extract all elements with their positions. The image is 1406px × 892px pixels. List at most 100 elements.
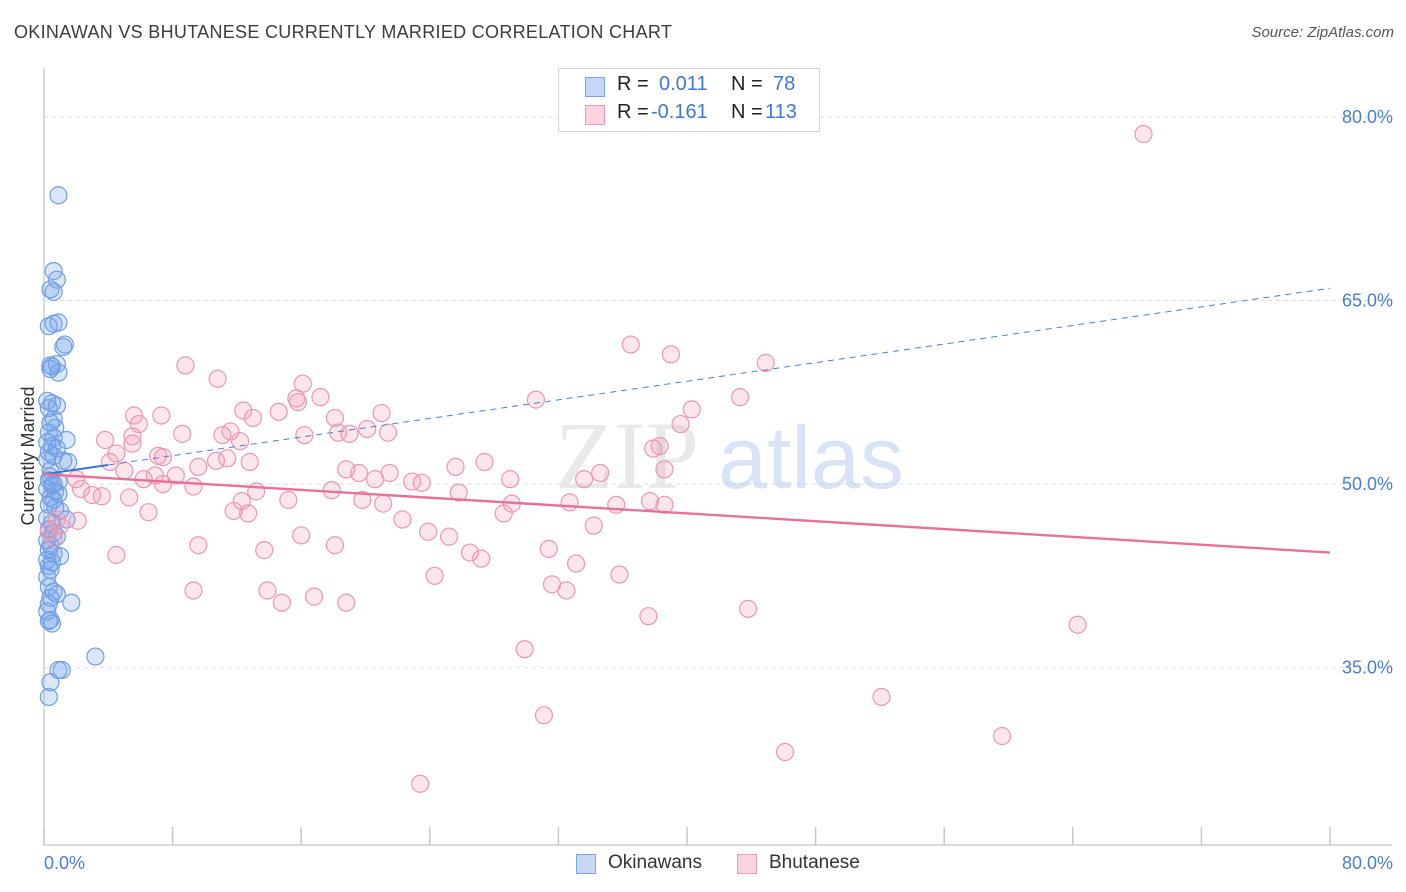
bottom-legend-swatch-okinawans [576, 854, 596, 874]
bhutanese-point [272, 593, 292, 612]
bhutanese-point [378, 423, 398, 442]
bhutanese-point [366, 470, 385, 489]
bhutanese-point [560, 493, 579, 512]
watermark-atlas: atlas [718, 408, 904, 507]
bhutanese-point [224, 501, 243, 521]
bhutanese-point [756, 353, 775, 372]
bhutanese-point [992, 726, 1012, 746]
bhutanese-point [311, 388, 330, 407]
okinawan-point [42, 394, 62, 413]
bhutanese-point [534, 706, 554, 725]
bhutanese-point [655, 460, 674, 479]
bhutanese-point [153, 448, 173, 467]
bhutanese-point [403, 472, 422, 491]
bhutanese-point [591, 463, 610, 483]
okinawan-point [39, 611, 58, 631]
bhutanese-point [610, 565, 629, 584]
bhutanese-point [184, 581, 203, 600]
bhutanese-point [584, 516, 603, 535]
bhutanese-point [425, 566, 444, 585]
bhutanese-point [393, 510, 412, 529]
legend-n-label: N = [731, 101, 763, 123]
bhutanese-point [173, 424, 192, 443]
bhutanese-point [566, 554, 586, 573]
okinawan-point [38, 391, 57, 410]
bhutanese-point [292, 526, 311, 545]
bhutanese-point [411, 774, 430, 793]
okinawan-point [41, 461, 60, 480]
okinawan-point [41, 359, 60, 379]
chart-title: OKINAWAN VS BHUTANESE CURRENTLY MARRIED … [14, 22, 673, 42]
bhutanese-point [621, 335, 640, 354]
bhutanese-point [539, 539, 558, 558]
bhutanese-point [639, 607, 658, 626]
bhutanese-trend-line [43, 473, 1331, 554]
bhutanese-point [39, 522, 58, 541]
bhutanese-point [439, 527, 459, 546]
bhutanese-point [557, 581, 576, 600]
bhutanese-point [730, 388, 750, 407]
okinawan-point [42, 614, 62, 633]
bhutanese-point [83, 485, 102, 505]
bhutanese-point [68, 511, 87, 530]
bhutanese-point [460, 543, 480, 562]
bhutanese-point [189, 536, 208, 555]
bhutanese-point [419, 522, 438, 541]
bhutanese-point [775, 742, 795, 762]
okinawan-point [54, 337, 73, 357]
bhutanese-point [295, 425, 314, 445]
bottom-legend-label-okinawans: Okinawans [608, 852, 702, 873]
bhutanese-point [243, 408, 263, 428]
bhutanese-point [92, 487, 111, 506]
bhutanese-point [247, 482, 266, 501]
bhutanese-point [189, 457, 208, 477]
y-axis-title: Currently Married [18, 386, 38, 525]
bhutanese-point [340, 424, 359, 443]
bhutanese-point [337, 593, 356, 612]
bhutanese-point [240, 452, 259, 472]
bhutanese-point [115, 461, 134, 480]
y-tick-label: 80.0% [1342, 107, 1393, 127]
bhutanese-point [123, 427, 142, 446]
bhutanese-point [661, 345, 681, 364]
bhutanese-point [107, 545, 126, 565]
okinawan-point [39, 399, 58, 418]
okinawan-point [49, 186, 68, 205]
bhutanese-point [501, 470, 520, 489]
bhutanese-point [304, 587, 324, 606]
legend-n-label: N = [731, 73, 763, 95]
okinawan-point [62, 593, 81, 612]
source-label: Source: ZipAtlas.com [1251, 24, 1394, 41]
bhutanese-point [152, 406, 171, 425]
bhutanese-point [124, 406, 144, 425]
legend-n-value: 78 [773, 73, 796, 95]
okinawan-point [41, 280, 60, 299]
okinawan-point [38, 450, 57, 469]
okinawan-trend-solid [43, 463, 109, 476]
watermark-zip: ZIP [555, 402, 699, 509]
legend-r-label: R = [617, 73, 649, 95]
legend-r-label: R = [617, 101, 649, 123]
bhutanese-point [682, 400, 701, 419]
y-tick-label: 65.0% [1342, 290, 1393, 310]
bhutanese-point [288, 392, 308, 412]
okinawan-point [41, 488, 60, 507]
okinawan-point [44, 282, 63, 302]
bhutanese-point [607, 495, 626, 514]
bhutanese-point [139, 503, 158, 522]
legend-r-value: 0.011 [659, 73, 708, 95]
bhutanese-point [738, 599, 758, 618]
x-tick-label: 80.0% [1342, 853, 1393, 873]
bottom-legend-label-bhutanese: Bhutanese [769, 852, 860, 873]
bhutanese-point [449, 483, 468, 502]
bhutanese-point [1134, 124, 1153, 144]
bhutanese-point [640, 492, 660, 511]
legend-swatch-okinawans [585, 77, 605, 97]
okinawan-point [41, 588, 60, 607]
bhutanese-point [575, 470, 594, 489]
bhutanese-point [176, 356, 195, 375]
bhutanese-point [44, 528, 63, 547]
bhutanese-point [325, 536, 345, 555]
okinawan-trend-line [43, 287, 1331, 475]
